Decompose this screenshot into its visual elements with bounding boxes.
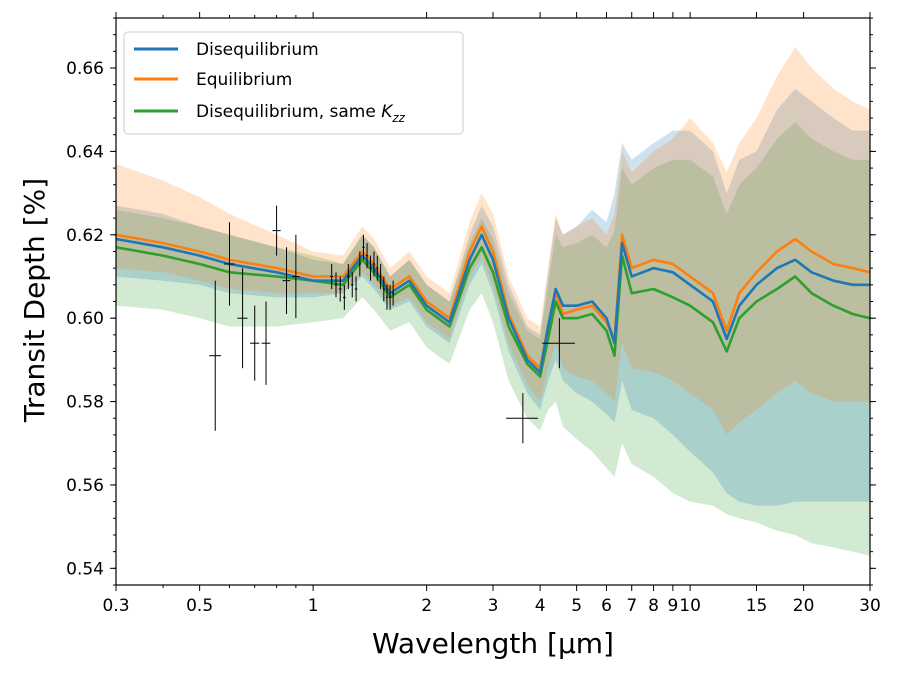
x-tick-label: 6 — [601, 596, 612, 616]
y-tick-label: 0.60 — [66, 309, 104, 329]
observation-point — [330, 263, 334, 289]
x-tick-label: 7 — [626, 596, 637, 616]
observation-point — [223, 222, 235, 306]
uncertainty-bands — [116, 47, 870, 556]
line-disequilibrium — [116, 233, 870, 374]
y-tick-label: 0.56 — [66, 476, 104, 496]
x-tick-label: 10 — [679, 596, 701, 616]
observation-point — [347, 263, 350, 289]
x-axis-label: Wavelength [µm] — [372, 627, 614, 660]
x-tick-label: 15 — [746, 596, 768, 616]
x-tick-label: 4 — [535, 596, 546, 616]
band-disequilibrium — [116, 88, 870, 506]
y-axis-label: Transit Depth [%] — [18, 178, 51, 423]
observation-point — [338, 276, 342, 302]
observation-point — [342, 284, 346, 310]
observation-point — [369, 255, 372, 281]
x-tick-label: 2 — [421, 596, 432, 616]
observation-point — [385, 284, 389, 310]
x-tick-label: 0.3 — [102, 596, 129, 616]
legend-box — [123, 31, 464, 135]
x-tick-label: 5 — [571, 596, 582, 616]
legend-label-disequilibrium: Disequilibrium — [196, 40, 319, 60]
x-tick-label: 0.5 — [186, 596, 213, 616]
observation-point — [249, 305, 260, 381]
observation-point — [376, 255, 379, 281]
x-tick-label: 20 — [793, 596, 815, 616]
x-tick-label: 3 — [488, 596, 499, 616]
observation-point — [334, 272, 338, 298]
observation-point — [365, 243, 369, 269]
y-tick-label: 0.58 — [66, 393, 104, 413]
observation-point — [237, 268, 248, 369]
observation-point — [261, 301, 271, 385]
y-axis: 0.54 0.56 0.58 0.60 0.62 0.64 0.66 — [66, 17, 876, 586]
x-tick-label: 8 — [648, 596, 659, 616]
observation-point — [209, 280, 222, 431]
y-tick-label: 0.54 — [66, 559, 104, 579]
legend: Disequilibrium Equilibrium Disequilibriu… — [123, 31, 464, 135]
observation-point — [389, 284, 392, 310]
y-tick-label: 0.66 — [66, 59, 104, 79]
band-disequilibrium-same-kzz — [116, 122, 870, 556]
observation-point — [392, 280, 395, 306]
observation-points — [209, 205, 575, 444]
y-tick-label: 0.64 — [66, 142, 104, 162]
x-tick-label: 9 — [667, 596, 678, 616]
x-axis: 0.3 0.5 1 2 3 4 5 6 7 8 9 10 15 20 30 — [102, 12, 881, 616]
line-disequilibrium-same-kzz — [116, 246, 870, 378]
observation-point — [272, 205, 281, 256]
observation-point — [358, 251, 362, 277]
observation-point — [382, 276, 385, 302]
observation-point — [506, 393, 539, 444]
x-tick-label: 1 — [308, 596, 319, 616]
observation-point — [372, 251, 376, 277]
observation-point — [362, 234, 365, 260]
legend-label-same-kzz: Disequilibrium, same Kzz — [196, 102, 406, 125]
observation-point — [354, 276, 358, 302]
model-lines — [116, 225, 870, 378]
observation-point — [350, 272, 354, 298]
band-equilibrium — [116, 47, 870, 435]
observation-point — [379, 263, 382, 289]
observation-point — [282, 247, 291, 315]
observation-point — [292, 234, 300, 319]
legend-label-equilibrium: Equilibrium — [196, 70, 292, 90]
x-tick-label: 30 — [859, 596, 881, 616]
observation-point — [542, 318, 575, 369]
y-tick-label: 0.62 — [66, 226, 104, 246]
